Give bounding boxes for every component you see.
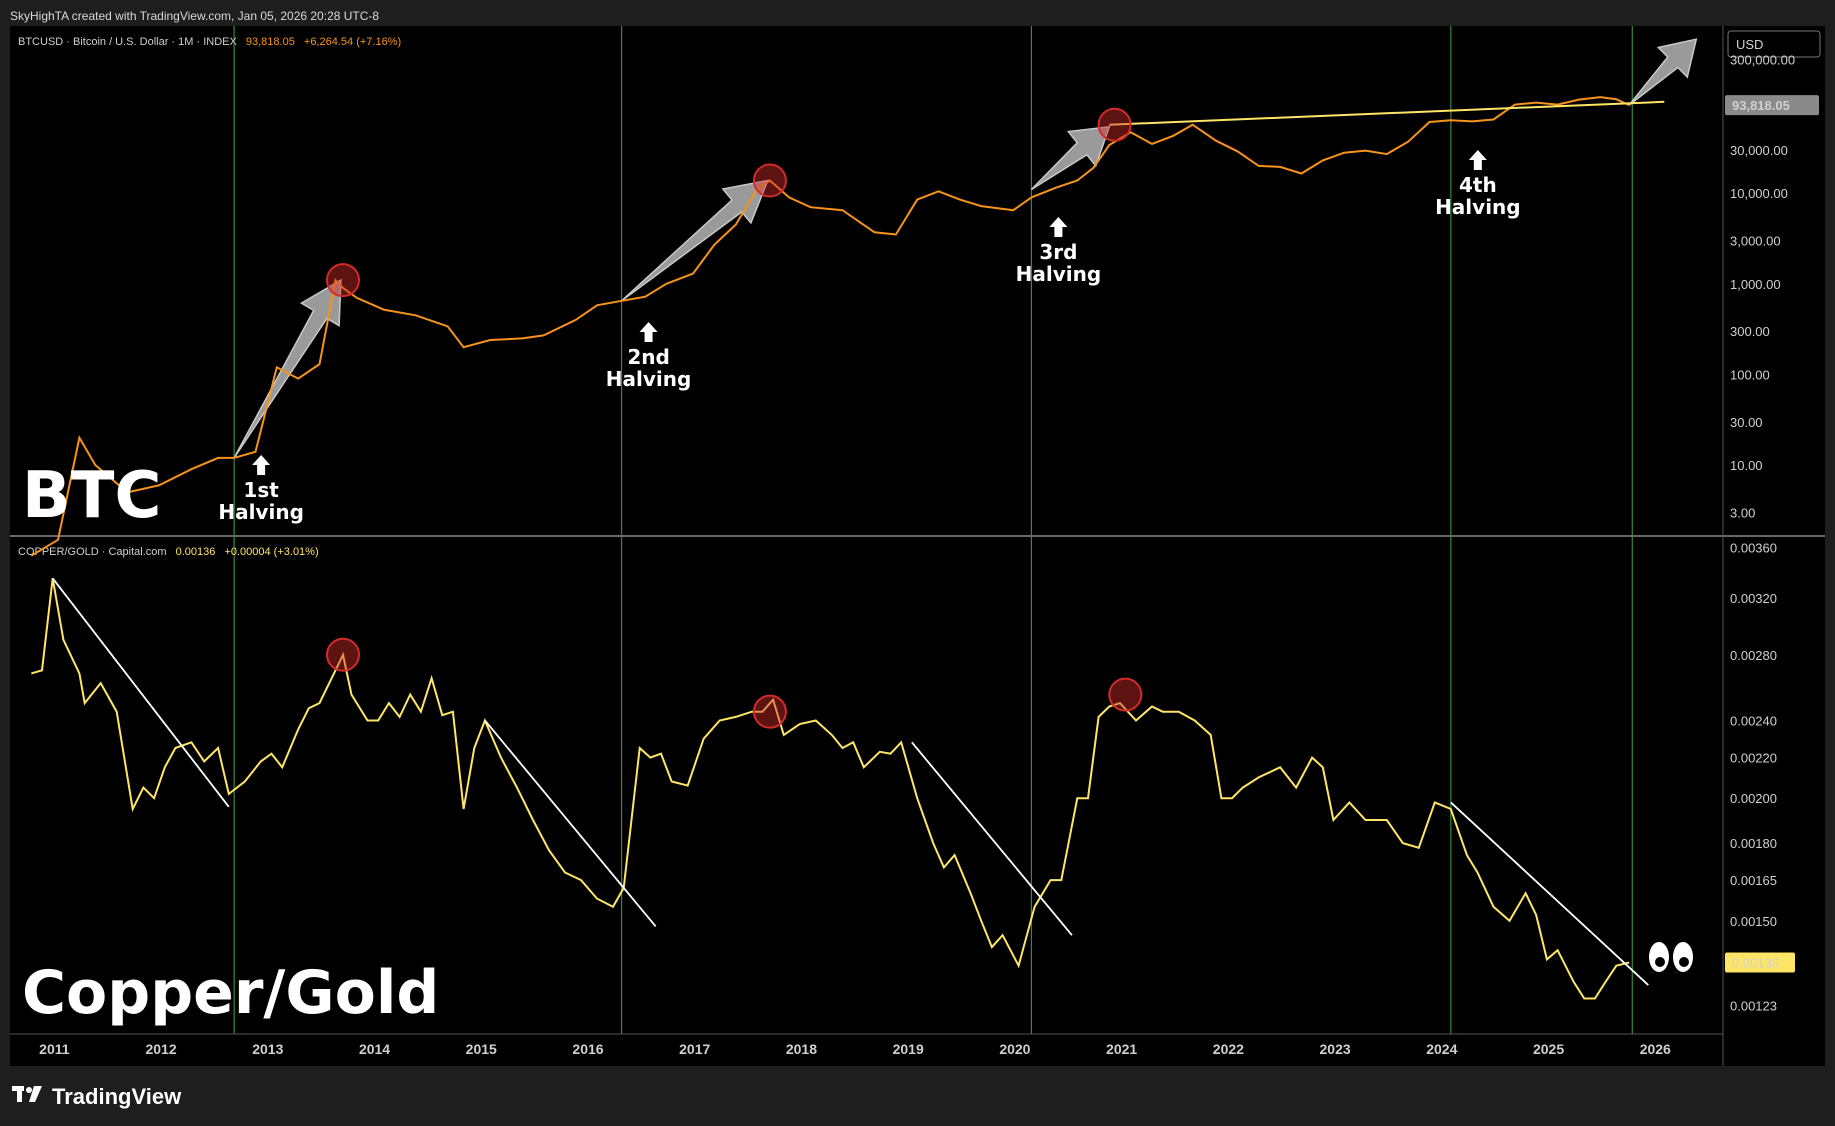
halving-up-arrow-icon bbox=[639, 322, 658, 342]
btc-y-tick: 3,000.00 bbox=[1730, 234, 1781, 249]
btc-price-axis[interactable]: 300,000.00 30,000.00 10,000.00 3,000.00 1,00… bbox=[1730, 52, 1795, 520]
x-tick-2018: 2018 bbox=[786, 1041, 817, 1057]
tradingview-logo-icon[interactable] bbox=[12, 1084, 46, 1110]
x-tick-2025: 2025 bbox=[1533, 1041, 1564, 1057]
cg-y-tick: 0.00240 bbox=[1730, 713, 1777, 728]
chart-watermark: SkyHighTA created with TradingView.com, … bbox=[10, 9, 380, 23]
btc-big-label: BTC bbox=[22, 459, 161, 533]
btc-pane bbox=[30, 38, 1698, 557]
x-tick-2017: 2017 bbox=[679, 1041, 710, 1057]
growth-arrow-4 bbox=[1628, 38, 1698, 106]
cg-downtrend-line-1[interactable] bbox=[51, 577, 230, 808]
x-tick-2024: 2024 bbox=[1426, 1041, 1457, 1057]
btc-y-tick: 10,000.00 bbox=[1730, 186, 1788, 201]
cg-y-tick: 0.00123 bbox=[1730, 998, 1777, 1013]
footer: TradingView bbox=[12, 1082, 181, 1112]
halving-labels: 1st Halving 2nd Halving 3rd Halving 4th … bbox=[218, 150, 1521, 524]
btc-price-line[interactable] bbox=[30, 96, 1630, 557]
cg-legend-symbol: COPPER/GOLD · Capital.com bbox=[18, 546, 167, 558]
cg-legend-change: +0.00004 (+3.01%) bbox=[224, 546, 318, 558]
halving-lines bbox=[233, 26, 1633, 1034]
halving-up-arrow-icon bbox=[252, 455, 271, 475]
cg-legend: COPPER/GOLD · Capital.com 0.00136 +0.000… bbox=[18, 546, 319, 558]
btc-last-price: 93,818.05 bbox=[1732, 98, 1790, 113]
cg-peak-circle-1 bbox=[325, 637, 360, 672]
growth-arrow-3 bbox=[1030, 125, 1111, 191]
cg-pane bbox=[31, 577, 1649, 1000]
eyes-icon bbox=[1649, 942, 1693, 972]
footer-brand[interactable]: TradingView bbox=[52, 1084, 182, 1109]
cg-last-price: 0.00136 bbox=[1732, 956, 1779, 971]
cg-y-tick: 0.00220 bbox=[1730, 751, 1777, 766]
btc-legend-symbol: BTCUSD · Bitcoin / U.S. Dollar · 1M · IN… bbox=[18, 36, 237, 48]
growth-arrow-1 bbox=[233, 278, 342, 459]
btc-y-tick: 1,000.00 bbox=[1730, 277, 1781, 292]
currency-button-label: USD bbox=[1736, 37, 1763, 52]
halving-2-line1: 2nd bbox=[627, 345, 669, 369]
x-tick-2014: 2014 bbox=[359, 1041, 390, 1057]
currency-button[interactable] bbox=[1727, 30, 1821, 58]
x-tick-2020: 2020 bbox=[999, 1041, 1030, 1057]
x-tick-2013: 2013 bbox=[252, 1041, 283, 1057]
halving-4-line1: 4th bbox=[1459, 173, 1497, 197]
halving-1-line2: Halving bbox=[218, 500, 304, 524]
btc-legend: BTCUSD · Bitcoin / U.S. Dollar · 1M · IN… bbox=[18, 36, 401, 48]
cg-y-tick: 0.00180 bbox=[1730, 836, 1777, 851]
cg-downtrend-line-3[interactable] bbox=[911, 741, 1073, 936]
btc-y-tick: 30,000.00 bbox=[1730, 143, 1788, 158]
btc-y-tick: 300.00 bbox=[1730, 324, 1770, 339]
price-scale-background[interactable] bbox=[1723, 26, 1825, 1066]
cg-peak-circle-2 bbox=[752, 694, 787, 729]
cg-y-tick: 0.00280 bbox=[1730, 648, 1777, 663]
btc-last-price-tag: 93,818.05 bbox=[1725, 95, 1819, 116]
halving-3-line1: 3rd bbox=[1039, 240, 1077, 264]
btc-peak-circle-1 bbox=[325, 263, 360, 298]
halving-1-line1: 1st bbox=[243, 478, 279, 502]
cg-y-tick: 0.00360 bbox=[1730, 541, 1777, 556]
x-tick-2026: 2026 bbox=[1640, 1041, 1671, 1057]
cg-y-tick: 0.00200 bbox=[1730, 791, 1777, 806]
btc-legend-change: +6,264.54 (+7.16%) bbox=[304, 36, 401, 48]
halving-4-line2: Halving bbox=[1435, 195, 1521, 219]
growth-arrow-2 bbox=[621, 179, 770, 302]
x-tick-2022: 2022 bbox=[1213, 1041, 1244, 1057]
btc-y-tick: 3.00 bbox=[1730, 505, 1755, 520]
halving-3-line2: Halving bbox=[1016, 262, 1102, 286]
cg-price-axis[interactable]: 0.00360 0.00320 0.00280 0.00240 0.00220 0.002… bbox=[1730, 541, 1777, 1014]
x-tick-2012: 2012 bbox=[145, 1041, 176, 1057]
time-axis[interactable]: 2011 2012 2013 2014 2015 2016 2017 2018 2019 2020… bbox=[39, 1041, 1671, 1057]
btc-y-tick: 30.00 bbox=[1730, 415, 1763, 430]
halving-2-line2: Halving bbox=[606, 367, 692, 391]
btc-y-tick: 10.00 bbox=[1730, 458, 1763, 473]
cg-y-tick: 0.00320 bbox=[1730, 591, 1777, 606]
btc-y-tick: 300,000.00 bbox=[1730, 52, 1795, 67]
x-tick-2015: 2015 bbox=[466, 1041, 497, 1057]
btc-resistance-line[interactable] bbox=[1109, 100, 1665, 126]
btc-peak-circle-2 bbox=[752, 163, 787, 198]
x-tick-2021: 2021 bbox=[1106, 1041, 1137, 1057]
cg-downtrend-line-4[interactable] bbox=[1450, 801, 1649, 986]
btc-peak-circle-3 bbox=[1097, 107, 1132, 142]
chart-canvas[interactable]: BTCUSD · Bitcoin / U.S. Dollar · 1M · IN… bbox=[0, 0, 1835, 1080]
x-tick-2019: 2019 bbox=[893, 1041, 924, 1057]
x-tick-2016: 2016 bbox=[572, 1041, 603, 1057]
halving-up-arrow-icon bbox=[1468, 150, 1487, 170]
cg-ratio-line[interactable] bbox=[31, 578, 1630, 1000]
cg-big-label: Copper/Gold bbox=[22, 958, 439, 1028]
cg-last-price-tag: 0.00136 bbox=[1725, 952, 1795, 973]
cg-downtrend-line-2[interactable] bbox=[484, 719, 657, 928]
cg-legend-price: 0.00136 bbox=[176, 546, 216, 558]
btc-legend-price: 93,818.05 bbox=[246, 36, 295, 48]
cg-peak-circle-3 bbox=[1108, 677, 1143, 712]
plot-background bbox=[10, 26, 1723, 1066]
cg-y-tick: 0.00150 bbox=[1730, 914, 1777, 929]
x-tick-2023: 2023 bbox=[1320, 1041, 1351, 1057]
cg-y-tick: 0.00165 bbox=[1730, 873, 1777, 888]
btc-y-tick: 100.00 bbox=[1730, 367, 1770, 382]
x-tick-2011: 2011 bbox=[39, 1041, 70, 1057]
halving-up-arrow-icon bbox=[1049, 217, 1068, 237]
